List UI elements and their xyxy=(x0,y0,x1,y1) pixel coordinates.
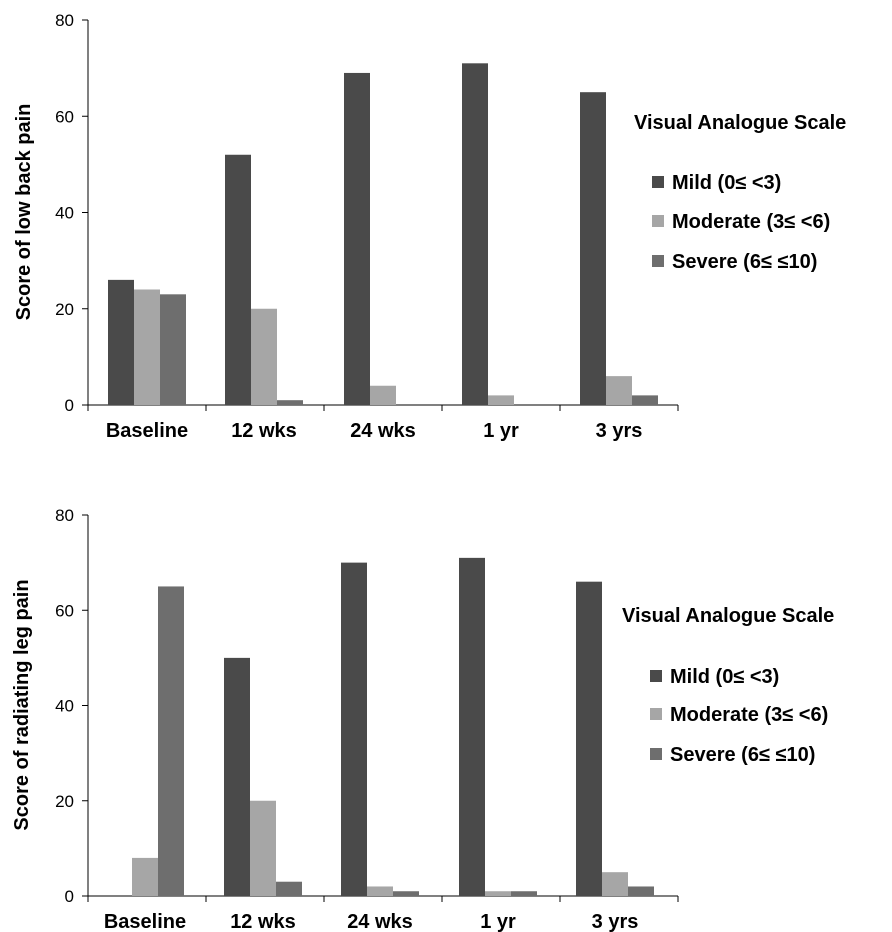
bar-2-4 xyxy=(485,891,511,896)
y-tick-label: 40 xyxy=(55,204,74,223)
bar-3-1 xyxy=(160,294,186,405)
x-tick-label: 12 wks xyxy=(231,420,297,442)
y-tick-label: 80 xyxy=(55,11,74,30)
legend-title: Visual Analogue Scale xyxy=(634,112,846,134)
bar-1-4 xyxy=(459,557,485,896)
y-tick-label: 0 xyxy=(65,887,74,906)
legend-label-2: Moderate (3≤ <6) xyxy=(670,704,828,726)
bar-1-5 xyxy=(580,92,606,405)
bar-1-4 xyxy=(462,63,488,405)
bar-2-2 xyxy=(250,800,276,896)
x-tick-label: 24 wks xyxy=(347,911,413,932)
x-tick-label: 1 yr xyxy=(483,420,519,442)
bar-2-5 xyxy=(606,376,632,405)
bar-1-5 xyxy=(576,581,602,896)
y-tick-label: 40 xyxy=(55,697,74,716)
bar-2-3 xyxy=(370,385,396,405)
chart-panel-2: 0 20 40 60 80 Baseline 12 wks 24 wks 1 yr 3 yrs Sc… xyxy=(11,506,834,932)
legend-swatch-3 xyxy=(650,748,662,760)
x-tick-label: 24 wks xyxy=(350,420,416,442)
y-tick-label: 60 xyxy=(55,601,74,620)
legend-swatch-2 xyxy=(652,215,664,227)
bar-1-3 xyxy=(344,72,370,405)
legend-title: Visual Analogue Scale xyxy=(622,605,834,627)
bar-1-3 xyxy=(341,562,367,896)
bar-3-4 xyxy=(511,891,537,896)
y-tick-label: 0 xyxy=(65,396,74,415)
x-tick-label: 12 wks xyxy=(230,911,296,932)
legend-label-2: Moderate (3≤ <6) xyxy=(672,211,830,233)
bar-2-1 xyxy=(132,857,158,896)
bar-2-1 xyxy=(134,289,160,405)
legend-label-1: Mild (0≤ <3) xyxy=(672,172,781,194)
x-tick-label: 1 yr xyxy=(480,911,516,932)
bar-2-3 xyxy=(367,886,393,896)
chart-panel-1: 0 20 40 60 80 Baseline 12 wks 24 wks 1 yr 3 yrs Sc… xyxy=(13,11,846,442)
x-tick-label: Baseline xyxy=(106,420,188,442)
bar-3-1 xyxy=(158,586,184,896)
x-tick-label: 3 yrs xyxy=(596,420,643,442)
bar-1-2 xyxy=(224,657,250,896)
bar-3-2 xyxy=(277,400,303,405)
bar-2-4 xyxy=(488,395,514,405)
y-tick-label: 20 xyxy=(55,792,74,811)
legend-swatch-2 xyxy=(650,708,662,720)
legend-label-3: Severe (6≤ ≤10) xyxy=(670,744,815,766)
legend-swatch-1 xyxy=(652,176,664,188)
y-tick-label: 60 xyxy=(55,107,74,126)
bar-3-2 xyxy=(276,881,302,896)
bar-3-5 xyxy=(632,395,658,405)
bar-3-3 xyxy=(393,891,419,896)
y-tick-label: 20 xyxy=(55,300,74,319)
legend-swatch-1 xyxy=(650,670,662,682)
bar-2-2 xyxy=(251,308,277,405)
bar-3-5 xyxy=(628,886,654,896)
bar-1-2 xyxy=(225,154,251,405)
y-axis-label: Score of radiating leg pain xyxy=(11,579,33,830)
legend-label-3: Severe (6≤ ≤10) xyxy=(672,251,817,273)
legend-label-1: Mild (0≤ <3) xyxy=(670,666,779,688)
bar-1-1 xyxy=(108,279,134,405)
x-tick-label: 3 yrs xyxy=(592,911,639,932)
x-tick-label: Baseline xyxy=(104,911,186,932)
bar-2-5 xyxy=(602,872,628,896)
y-tick-label: 80 xyxy=(55,506,74,525)
y-axis-label: Score of low back pain xyxy=(13,104,35,321)
legend-swatch-3 xyxy=(652,255,664,267)
